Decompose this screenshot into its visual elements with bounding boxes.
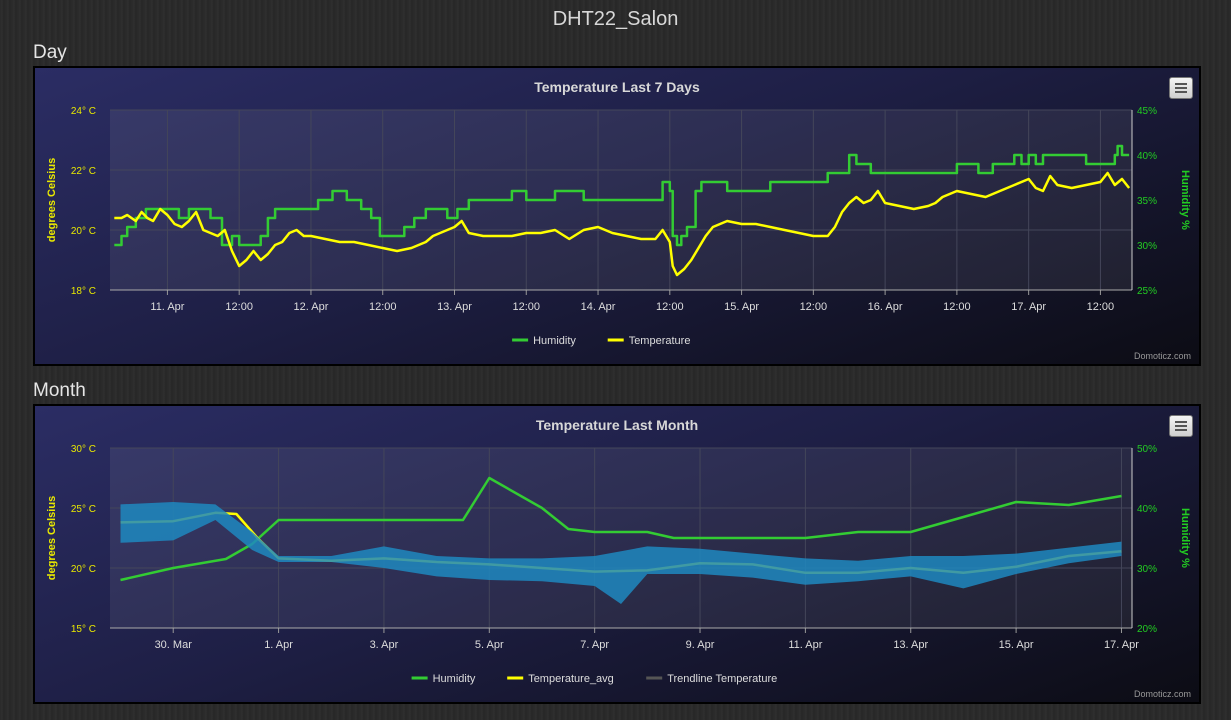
y-left-axis-title: degrees Celsius <box>46 496 58 580</box>
legend-label: Trendline Temperature <box>667 673 777 685</box>
legend-item[interactable]: Temperature <box>607 335 691 347</box>
y-right-tick-label: 50% <box>1137 444 1157 455</box>
x-tick-label: 13. Apr <box>437 301 472 313</box>
x-tick-label: 12:00 <box>512 301 540 313</box>
x-tick-label: 12:00 <box>943 301 971 313</box>
x-tick-label: 1. Apr <box>264 639 293 651</box>
series-line-humidity <box>120 476 1122 582</box>
y-left-tick-label: 22° C <box>71 166 96 177</box>
x-tick-label: 3. Apr <box>370 639 399 651</box>
x-tick-label: 12:00 <box>656 301 684 313</box>
y-right-tick-label: 20% <box>1137 624 1157 635</box>
y-right-tick-label: 45% <box>1137 106 1157 117</box>
x-tick-label: 7. Apr <box>580 639 609 651</box>
y-right-tick-label: 40% <box>1137 504 1157 515</box>
y-left-tick-label: 30° C <box>71 444 96 455</box>
x-tick-label: 16. Apr <box>868 301 903 313</box>
legend-item[interactable]: Temperature_avg <box>507 673 614 685</box>
y-left-tick-label: 15° C <box>71 624 96 635</box>
y-left-tick-label: 18° C <box>71 286 96 297</box>
x-tick-label: 12:00 <box>369 301 397 313</box>
legend-label: Temperature <box>629 335 691 347</box>
legend-label: Temperature_avg <box>528 673 614 685</box>
x-tick-label: 13. Apr <box>893 639 928 651</box>
chart-day: Temperature Last 7 Days 18° C 20° C 22° C 24… <box>33 66 1201 366</box>
series-line-humidity <box>114 144 1130 247</box>
page-title: DHT22_Salon <box>552 8 679 30</box>
legend-label: Humidity <box>533 335 576 347</box>
x-tick-label: 17. Apr <box>1104 639 1139 651</box>
y-right-tick-label: 40% <box>1137 151 1157 162</box>
y-right-tick-label: 25% <box>1137 286 1157 297</box>
chart-menu-button[interactable] <box>1169 415 1193 437</box>
legend-label: Humidity <box>433 673 476 685</box>
series-line-temperature <box>114 171 1131 277</box>
y-right-tick-label: 30% <box>1137 241 1157 252</box>
chart-day-svg: Temperature Last 7 Days 18° C 20° C 22° C 24… <box>46 79 1191 347</box>
series-range-area <box>120 502 1122 604</box>
chart-menu-button[interactable] <box>1169 77 1193 99</box>
y-left-tick-label: 25° C <box>71 504 96 515</box>
credits-link[interactable]: Domoticz.com <box>1133 351 1191 361</box>
legend-item[interactable]: Humidity <box>411 673 476 685</box>
credits-link[interactable]: Domoticz.com <box>1133 689 1191 699</box>
x-tick-label: 12. Apr <box>294 301 329 313</box>
x-tick-label: 30. Mar <box>155 639 193 651</box>
x-tick-label: 12:00 <box>800 301 828 313</box>
section-label-month: Month <box>33 380 86 401</box>
chart-title: Temperature Last Month <box>536 417 698 433</box>
x-tick-label: 11. Apr <box>788 639 822 651</box>
x-tick-label: 17. Apr <box>1011 301 1046 313</box>
x-tick-label: 12:00 <box>1087 301 1115 313</box>
x-tick-label: 12:00 <box>225 301 253 313</box>
y-right-axis-title: Humidity % <box>1179 170 1191 230</box>
legend-item[interactable]: Humidity <box>512 335 576 347</box>
chart-month-svg: Temperature Last Month 15° C 20° C 25° C 30°… <box>46 417 1191 685</box>
x-tick-label: 9. Apr <box>686 639 715 651</box>
y-right-tick-label: 35% <box>1137 196 1157 207</box>
x-tick-label: 5. Apr <box>475 639 504 651</box>
y-left-tick-label: 20° C <box>71 564 96 575</box>
section-label-day: Day <box>33 42 67 63</box>
legend-item[interactable]: Trendline Temperature <box>646 673 777 685</box>
y-left-tick-label: 24° C <box>71 106 96 117</box>
y-left-tick-label: 20° C <box>71 226 96 237</box>
y-right-axis-title: Humidity % <box>1179 508 1191 568</box>
y-left-axis-title: degrees Celsius <box>46 158 58 242</box>
chart-title: Temperature Last 7 Days <box>534 79 700 95</box>
x-tick-label: 14. Apr <box>581 301 616 313</box>
x-tick-label: 15. Apr <box>999 639 1034 651</box>
x-tick-label: 15. Apr <box>724 301 759 313</box>
x-tick-label: 11. Apr <box>150 301 184 313</box>
chart-month: Temperature Last Month 15° C 20° C 25° C 30°… <box>33 404 1201 704</box>
y-right-tick-label: 30% <box>1137 564 1157 575</box>
